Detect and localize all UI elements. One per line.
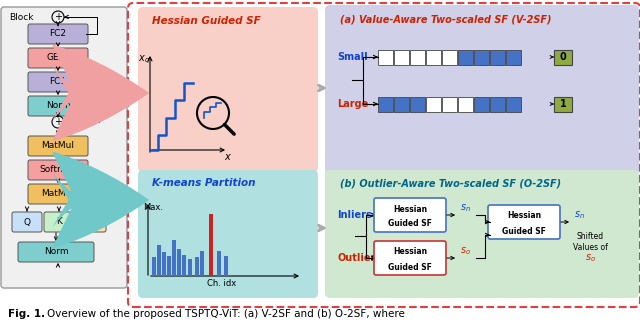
Bar — [554, 97, 572, 112]
Bar — [188, 259, 192, 276]
Text: $s_o$: $s_o$ — [584, 252, 595, 264]
Text: Max.: Max. — [143, 203, 163, 212]
FancyBboxPatch shape — [28, 72, 88, 92]
Text: Hessian Guided SF: Hessian Guided SF — [152, 16, 260, 26]
Text: Q: Q — [24, 217, 31, 226]
Text: $s_n$: $s_n$ — [574, 209, 585, 221]
FancyBboxPatch shape — [28, 184, 88, 204]
Text: Hessian: Hessian — [507, 212, 541, 220]
Bar — [378, 97, 393, 112]
Text: Hessian: Hessian — [393, 205, 427, 214]
Text: Guided SF: Guided SF — [502, 226, 546, 236]
Bar — [458, 50, 473, 65]
Text: Small: Small — [337, 52, 367, 62]
Bar — [426, 97, 441, 112]
Text: FC1: FC1 — [49, 78, 67, 87]
Text: Norm: Norm — [45, 102, 70, 111]
Text: FC2: FC2 — [49, 30, 67, 38]
Text: Norm: Norm — [44, 247, 68, 257]
Bar — [394, 50, 409, 65]
Bar — [217, 251, 221, 276]
FancyBboxPatch shape — [12, 212, 42, 232]
Bar — [195, 257, 199, 276]
Text: Overview of the proposed TSPTQ-ViT: (a) V-2SF and (b) O-2SF, where: Overview of the proposed TSPTQ-ViT: (a) … — [47, 309, 405, 319]
Bar — [182, 255, 186, 276]
Bar — [177, 249, 181, 276]
FancyBboxPatch shape — [18, 242, 94, 262]
Bar — [474, 97, 489, 112]
Text: Block: Block — [9, 13, 33, 21]
Bar — [394, 97, 409, 112]
Bar — [157, 245, 161, 276]
Text: K-means Partition: K-means Partition — [152, 178, 255, 188]
Text: Ch. idx: Ch. idx — [207, 279, 237, 288]
Bar — [162, 252, 166, 276]
Bar — [442, 97, 457, 112]
Bar — [167, 256, 171, 276]
FancyBboxPatch shape — [325, 5, 639, 175]
FancyBboxPatch shape — [28, 160, 88, 180]
Text: +: + — [54, 117, 62, 127]
Bar — [458, 97, 473, 112]
Bar — [172, 240, 176, 276]
Text: Inliers: Inliers — [337, 210, 372, 220]
FancyBboxPatch shape — [28, 136, 88, 156]
FancyBboxPatch shape — [138, 170, 318, 298]
Text: Guided SF: Guided SF — [388, 263, 432, 271]
Text: V: V — [88, 217, 94, 226]
Text: K: K — [56, 217, 62, 226]
Text: MatMul: MatMul — [42, 190, 74, 198]
Bar — [490, 50, 505, 65]
FancyBboxPatch shape — [374, 241, 446, 275]
Text: Outliers: Outliers — [337, 253, 381, 263]
Bar — [506, 97, 521, 112]
Text: $s_o$: $s_o$ — [460, 245, 471, 257]
Text: Softmax: Softmax — [39, 165, 77, 174]
Bar — [209, 214, 213, 276]
Bar — [474, 50, 489, 65]
Bar — [410, 50, 425, 65]
Text: $x$: $x$ — [224, 152, 232, 162]
Bar — [506, 50, 521, 65]
Bar — [554, 50, 572, 65]
Bar — [490, 97, 505, 112]
FancyBboxPatch shape — [325, 170, 639, 298]
FancyBboxPatch shape — [488, 205, 560, 239]
Text: $s_n$: $s_n$ — [460, 202, 471, 214]
Text: Guided SF: Guided SF — [388, 219, 432, 229]
FancyBboxPatch shape — [28, 24, 88, 44]
FancyBboxPatch shape — [1, 7, 127, 288]
FancyBboxPatch shape — [138, 7, 318, 172]
Text: 1: 1 — [559, 99, 566, 109]
Text: 0: 0 — [559, 52, 566, 62]
Text: (a) Value-Aware Two-scaled SF (V-2SF): (a) Value-Aware Two-scaled SF (V-2SF) — [340, 14, 552, 24]
Text: Hessian: Hessian — [393, 247, 427, 257]
Bar — [378, 50, 393, 65]
FancyArrowPatch shape — [52, 44, 149, 141]
Bar — [426, 50, 441, 65]
FancyBboxPatch shape — [28, 48, 88, 68]
FancyBboxPatch shape — [28, 96, 88, 116]
Text: GELU: GELU — [46, 54, 70, 63]
Text: (b) Outlier-Aware Two-scaled SF (O-2SF): (b) Outlier-Aware Two-scaled SF (O-2SF) — [340, 178, 561, 188]
Text: Fig. 1.: Fig. 1. — [8, 309, 45, 319]
Text: Shifted
Values of: Shifted Values of — [573, 232, 607, 252]
Bar — [200, 251, 204, 276]
FancyArrowPatch shape — [52, 151, 149, 249]
Bar — [152, 257, 156, 276]
Text: +: + — [54, 12, 62, 22]
Bar — [410, 97, 425, 112]
Bar — [442, 50, 457, 65]
FancyBboxPatch shape — [76, 212, 106, 232]
Text: Large: Large — [337, 99, 368, 109]
FancyBboxPatch shape — [44, 212, 74, 232]
Bar — [224, 256, 228, 276]
Text: MatMul: MatMul — [42, 141, 74, 150]
FancyBboxPatch shape — [374, 198, 446, 232]
Text: $x_q$: $x_q$ — [138, 54, 150, 66]
